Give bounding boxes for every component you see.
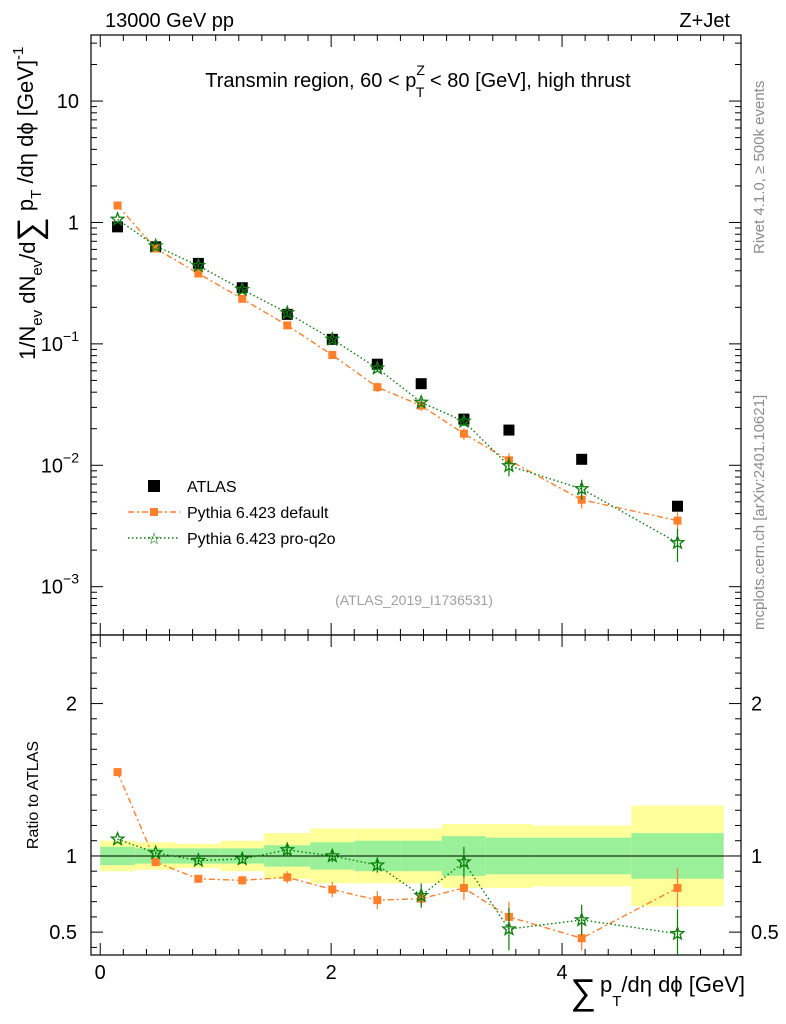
data-point-proq2o xyxy=(369,359,386,375)
data-point-default xyxy=(283,321,292,330)
data-point-atlas xyxy=(503,424,515,436)
ratio-tick-label-left: 2 xyxy=(66,694,77,716)
ratio-tick-label-left: 0.5 xyxy=(49,922,77,944)
data-point-default xyxy=(194,269,203,278)
legend-label-default: Pythia 6.423 default xyxy=(187,505,329,522)
ratio-point-proq2o xyxy=(109,830,126,846)
ratio-point-default xyxy=(151,858,160,867)
ratio-tick-label-right: 0.5 xyxy=(751,922,779,944)
legend-marker-default xyxy=(150,508,158,516)
main-data-layer xyxy=(109,201,686,562)
series-line-2 xyxy=(117,218,678,544)
x-tick-labels: 0 2 4 xyxy=(95,962,568,984)
ratio-point-proq2o xyxy=(324,847,341,863)
ratio-point-proq2o xyxy=(279,841,296,857)
ratio-point-proq2o xyxy=(234,850,251,866)
chart-title: Transmin region, 60 < pZ T < 80 [GeV], hi… xyxy=(205,62,631,100)
header-left: 13000 GeV pp xyxy=(105,10,234,32)
x-tick-label: 4 xyxy=(556,962,567,984)
data-point-default xyxy=(459,429,468,438)
data-point-proq2o xyxy=(279,304,296,320)
ratio-point-proq2o xyxy=(147,844,164,860)
legend-label-proq2o: Pythia 6.423 pro-q2o xyxy=(187,531,336,548)
data-point-proq2o xyxy=(190,257,207,273)
data-point-proq2o xyxy=(147,237,164,253)
ratio-point-proq2o xyxy=(669,925,686,941)
ratio-point-default xyxy=(459,883,468,892)
y-tick-label: 10 xyxy=(57,91,79,113)
ratio-axis-ticks: 0.5 0.5 1 1 2 2 xyxy=(49,635,779,955)
legend-label-atlas: ATLAS xyxy=(187,479,237,496)
legend: ATLAS Pythia 6.423 default ☆ Pythia 6.42… xyxy=(128,479,336,548)
data-point-atlas xyxy=(112,221,124,233)
ratio-point-proq2o xyxy=(413,887,430,903)
ratio-point-default xyxy=(373,896,382,905)
ratio-point-default xyxy=(113,768,122,777)
data-point-atlas xyxy=(192,257,204,269)
y-tick-label: 10−2 xyxy=(41,449,79,477)
ratio-point-proq2o xyxy=(369,856,386,872)
ratio-point-proq2o xyxy=(573,911,590,927)
series-line-1 xyxy=(117,205,678,522)
ratio-panel: 0.5 0.5 1 1 2 2 Ratio to ATLAS 0 2 4 ∑ pT/dη dϕ … xyxy=(25,634,779,1012)
data-point-default xyxy=(328,350,337,359)
ratio-point-default xyxy=(194,874,203,883)
ratio-tick-label-right: 1 xyxy=(751,846,762,868)
data-point-proq2o xyxy=(500,457,517,473)
main-axis-ticks xyxy=(91,35,741,636)
data-point-proq2o xyxy=(455,413,472,429)
data-point-default xyxy=(113,201,122,210)
ratio-line-2 xyxy=(117,838,678,935)
data-point-proq2o xyxy=(324,330,341,347)
ratio-point-default xyxy=(283,873,292,882)
main-y-tick-labels: 10−3 10−2 10−1 1 10 xyxy=(41,91,79,599)
data-point-atlas xyxy=(371,358,383,370)
ratio-point-proq2o xyxy=(500,920,517,936)
legend-marker-atlas xyxy=(148,480,160,492)
side-label-bottom: mcplots.cern.ch [arXiv:2401.10621] xyxy=(751,395,768,630)
data-point-default xyxy=(238,294,247,303)
x-tick-label: 0 xyxy=(95,962,106,984)
ratio-point-default xyxy=(238,876,247,885)
side-label-top: Rivet 4.1.0, ≥ 500k events xyxy=(751,81,768,254)
y-tick-label: 10−1 xyxy=(41,328,79,356)
legend-marker-proq2o: ☆ xyxy=(147,531,161,548)
x-tick-label: 2 xyxy=(326,962,337,984)
header-right: Z+Jet xyxy=(679,10,730,32)
ratio-point-default xyxy=(577,934,586,943)
data-point-default xyxy=(373,383,382,392)
data-point-atlas xyxy=(415,378,427,390)
ratio-tick-label-left: 1 xyxy=(66,846,77,868)
data-point-proq2o xyxy=(669,534,686,550)
data-point-proq2o xyxy=(573,480,590,496)
y-axis-label: 1/Nev dNev/d∑ pT /dη dϕ [GeV]-1 xyxy=(10,47,49,360)
data-point-atlas xyxy=(576,453,588,465)
ratio-data-layer xyxy=(109,768,686,955)
main-panel: 10−3 10−2 10−1 1 10 Transmin region, 60 < pZ… xyxy=(10,34,742,636)
ratio-tick-label-right: 2 xyxy=(751,694,762,716)
y-tick-label: 1 xyxy=(68,212,79,234)
analysis-tag: (ATLAS_2019_I1736531) xyxy=(335,592,493,608)
data-point-proq2o xyxy=(413,393,430,410)
y-tick-label: 10−3 xyxy=(41,571,79,599)
ratio-point-proq2o xyxy=(190,852,207,868)
ratio-line-1 xyxy=(116,771,678,939)
data-point-proq2o xyxy=(234,281,251,297)
x-axis-label: ∑ pT/dη dϕ [GeV] xyxy=(570,971,745,1012)
data-point-default xyxy=(673,516,682,525)
ratio-point-default xyxy=(673,883,682,892)
ratio-point-default xyxy=(328,885,337,894)
ratio-frame xyxy=(90,634,742,956)
ratio-y-axis-label: Ratio to ATLAS xyxy=(25,741,42,849)
data-point-atlas xyxy=(672,500,684,512)
ratio-point-proq2o xyxy=(455,853,472,869)
data-point-proq2o xyxy=(109,211,126,227)
